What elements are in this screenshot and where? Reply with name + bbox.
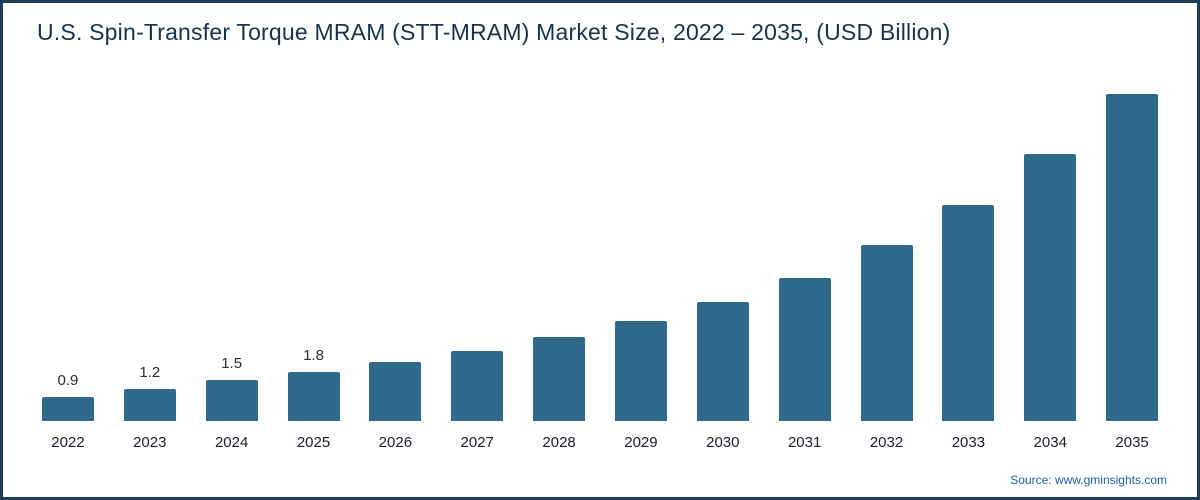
source-attribution: Source: www.gminsights.com [1010,473,1167,487]
x-axis-tick-label: 2032 [869,434,904,451]
bar-slot: 2034 [1009,61,1091,457]
bar-slot: 1.5 2024 [191,61,273,457]
bar [205,380,258,421]
bar [696,302,749,421]
bar-value-label: 0.9 [57,372,79,389]
bar [123,389,176,421]
x-axis-tick-label: 2022 [51,434,85,451]
x-axis-tick-label: 2025 [296,434,331,451]
bar-slot: 2031 [764,61,846,457]
x-axis-tick-label: 2030 [706,434,740,451]
bar-slot: 1.8 2025 [273,61,355,457]
bar [41,397,94,421]
bar [778,278,831,421]
bar-slot: 2029 [600,61,682,457]
bar-slot: 1.2 2023 [109,61,191,457]
bar-value-label [884,220,888,238]
bar-value-label [803,253,807,271]
bar-value-label: 1.2 [139,364,161,381]
bar-slot: 2027 [436,61,518,457]
bar-slot: 2028 [518,61,600,457]
x-axis-tick-label: 2034 [1033,434,1067,451]
bar-chart: 0.9 2022 1.2 2023 1.5 2024 1.8 2025 2026 2027 2… [27,61,1173,457]
x-axis-tick-label: 2035 [1115,434,1149,451]
bar [1024,154,1077,421]
bar-slot: 2026 [354,61,436,457]
bar-slot: 2032 [846,61,928,457]
bar-slot: 0.9 2022 [27,61,109,457]
bar [942,205,995,421]
bar-value-label [639,296,643,314]
bar [451,351,504,421]
x-axis-tick-label: 2027 [460,434,494,451]
bar-value-label [1130,69,1134,87]
x-axis-tick-label: 2029 [624,434,658,451]
bar-value-label [475,326,479,344]
bar-value-label [721,277,725,295]
bar [860,245,913,421]
bar-slot: 2033 [927,61,1009,457]
bar-value-label [393,337,397,355]
bar-slot: 2030 [682,61,764,457]
bar [1106,94,1159,421]
bar-slot: 2035 [1091,61,1173,457]
bar [614,321,667,421]
x-axis-tick-label: 2026 [378,434,413,451]
bar-value-label: 1.5 [221,355,243,372]
bar [533,337,586,421]
bar [369,362,422,421]
bar-value-label [966,180,970,198]
x-axis-tick-label: 2024 [214,434,249,451]
bar-value-label: 1.8 [303,347,324,364]
bar [287,372,340,421]
x-axis-tick-label: 2023 [133,434,167,451]
chart-title: U.S. Spin-Transfer Torque MRAM (STT-MRAM… [37,19,951,45]
bar-value-label [557,312,561,330]
x-axis-tick-label: 2033 [951,434,986,451]
x-axis-tick-label: 2028 [542,434,576,451]
x-axis-tick-label: 2031 [787,434,822,451]
bar-value-label [1048,129,1052,147]
